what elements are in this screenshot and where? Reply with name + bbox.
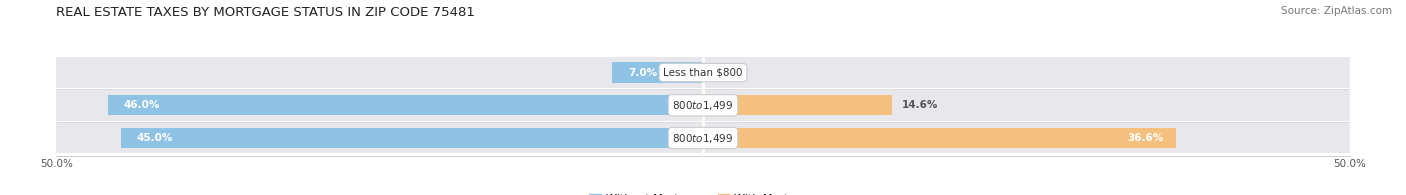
Text: 14.6%: 14.6% [903,100,939,110]
Text: 0.0%: 0.0% [711,68,740,78]
Text: 46.0%: 46.0% [124,100,160,110]
Bar [703,90,1350,121]
Bar [56,90,703,121]
Text: $800 to $1,499: $800 to $1,499 [672,99,734,112]
Text: 7.0%: 7.0% [628,68,657,78]
Bar [121,128,703,148]
Text: REAL ESTATE TAXES BY MORTGAGE STATUS IN ZIP CODE 75481: REAL ESTATE TAXES BY MORTGAGE STATUS IN … [56,6,475,19]
Bar [703,123,1350,153]
Bar [703,57,1350,88]
Bar [56,57,703,88]
Text: 45.0%: 45.0% [136,133,173,143]
Bar [56,123,703,153]
Bar [703,128,1177,148]
Bar [108,95,703,115]
Text: Source: ZipAtlas.com: Source: ZipAtlas.com [1281,6,1392,16]
Text: 36.6%: 36.6% [1128,133,1164,143]
Legend: Without Mortgage, With Mortgage: Without Mortgage, With Mortgage [589,194,817,195]
Text: $800 to $1,499: $800 to $1,499 [672,131,734,144]
Bar [613,62,703,83]
Bar [703,95,891,115]
Text: Less than $800: Less than $800 [664,68,742,78]
